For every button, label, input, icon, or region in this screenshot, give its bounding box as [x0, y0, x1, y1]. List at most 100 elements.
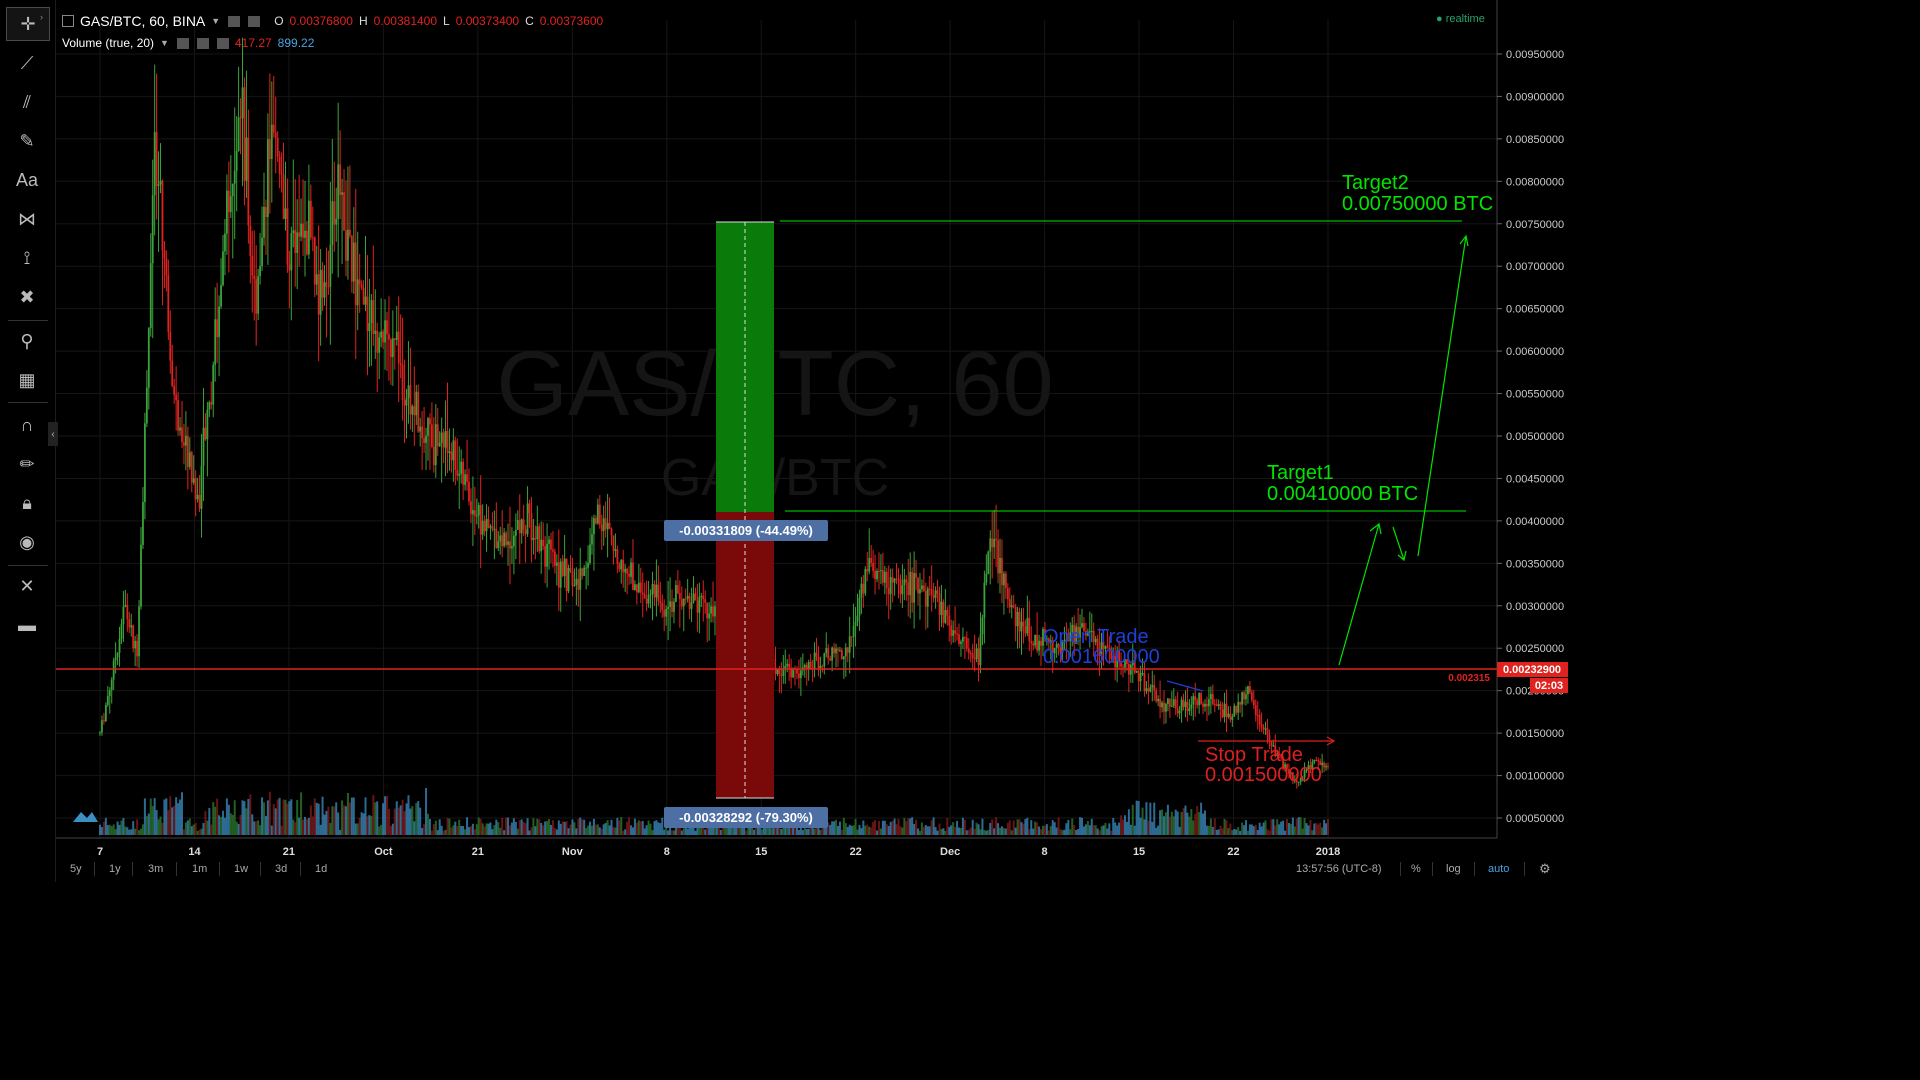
- candle-body: [989, 538, 992, 552]
- volume-bar: [862, 820, 865, 835]
- candle-body: [185, 435, 187, 446]
- price-chart[interactable]: GAS/BTC, 60 GAS/BTC -0.00331809 (-44.49%…: [0, 0, 1568, 882]
- volume-bar: [100, 827, 103, 835]
- volume-bar: [659, 823, 662, 835]
- collapse-legend-icon[interactable]: [62, 15, 74, 27]
- eye-toggle-icon[interactable]: [228, 15, 241, 27]
- volume-bar: [194, 823, 197, 835]
- volume-bar: [165, 798, 168, 835]
- candle-body: [815, 652, 818, 657]
- candle-body: [858, 597, 861, 616]
- pitchfork-icon[interactable]: ⫽: [22, 91, 32, 112]
- interval-3m[interactable]: 3m: [148, 863, 164, 875]
- candle-body: [1305, 769, 1308, 771]
- chevron-down-icon[interactable]: ▼: [160, 38, 169, 48]
- volume-bar: [163, 799, 166, 835]
- zoom-icon[interactable]: ⚲: [20, 330, 34, 351]
- candle-body: [497, 541, 500, 549]
- candle-body: [376, 330, 379, 353]
- interval-1d[interactable]: 1d: [315, 863, 328, 875]
- volume-bar: [1020, 822, 1023, 835]
- volume-bar: [1075, 829, 1078, 835]
- chevron-right-icon[interactable]: ›: [40, 12, 43, 22]
- candle-body: [928, 588, 931, 590]
- volume-bar: [950, 825, 953, 835]
- pattern-icon[interactable]: ⋈: [18, 208, 36, 229]
- auto-toggle[interactable]: auto: [1488, 863, 1510, 875]
- close-icon[interactable]: [216, 37, 229, 49]
- candle-body: [241, 87, 244, 119]
- settings-icon[interactable]: ⚙: [1539, 861, 1551, 876]
- remove-icon[interactable]: ✖: [19, 286, 35, 307]
- volume-bar: [577, 819, 580, 835]
- volume-bar: [721, 826, 724, 835]
- volume-bar: [323, 814, 326, 835]
- candle-body: [1167, 698, 1169, 704]
- volume-bar: [694, 830, 697, 835]
- brush-icon[interactable]: ✎: [19, 130, 35, 151]
- measure-icon[interactable]: ⟟: [23, 247, 31, 268]
- log-toggle[interactable]: log: [1446, 863, 1461, 875]
- chevron-down-icon[interactable]: ▼: [211, 16, 221, 26]
- candle-body: [1264, 728, 1267, 730]
- settings-icon[interactable]: ✕: [19, 575, 35, 596]
- volume-bar: [145, 816, 148, 835]
- text-icon[interactable]: Aa: [15, 169, 39, 190]
- volume-title[interactable]: Volume (true, 20): [62, 36, 155, 50]
- volume-bar: [239, 814, 242, 835]
- candle-body: [665, 608, 668, 617]
- countdown-badge: [1530, 678, 1568, 693]
- volume-bar: [290, 799, 293, 835]
- candle-body: [1315, 760, 1318, 762]
- line-value-label: 0.002315: [1448, 673, 1490, 684]
- interval-1y[interactable]: 1y: [109, 863, 121, 875]
- volume-bar: [1235, 829, 1238, 835]
- time-axis: 7 14 21 Oct 21 Nov 8 15 22 Dec 8 15 22 2018: [97, 846, 1340, 858]
- candle-body: [112, 660, 115, 680]
- volume-bar: [770, 828, 773, 835]
- volume-bar: [975, 822, 978, 835]
- volume-bar: [508, 825, 511, 835]
- volume-bar: [790, 821, 793, 835]
- volume-bar: [1204, 810, 1207, 835]
- candle-body: [325, 282, 328, 287]
- volume-bar: [997, 823, 1000, 835]
- settings-icon[interactable]: [248, 15, 261, 27]
- volume-bar: [1299, 817, 1302, 835]
- collapse-toolbar-icon[interactable]: ‹: [48, 422, 58, 446]
- settings-icon[interactable]: [196, 37, 209, 49]
- eye-toggle-icon[interactable]: [176, 37, 189, 49]
- volume-bar: [936, 830, 939, 835]
- interval-5y[interactable]: 5y: [70, 863, 82, 875]
- stop-arrow-head: [1326, 736, 1336, 746]
- candle-body: [206, 409, 209, 440]
- candle-body: [596, 504, 599, 524]
- volume-bar: [905, 821, 908, 835]
- crosshair-icon[interactable]: ✛: [6, 7, 50, 41]
- volume-bar: [1211, 826, 1214, 835]
- volume-bar: [897, 818, 900, 835]
- trend-line-icon[interactable]: ⟋: [20, 52, 34, 73]
- trash-icon[interactable]: ▬: [18, 614, 36, 635]
- lock-icon[interactable]: 🔒︎: [22, 492, 32, 513]
- candle-body: [657, 584, 660, 601]
- candle-body: [1247, 686, 1249, 695]
- ruler-icon[interactable]: ▦: [18, 369, 36, 390]
- eye-icon[interactable]: ◉: [19, 531, 35, 552]
- candle-body: [1192, 696, 1195, 705]
- volume-bar: [922, 826, 925, 835]
- symbol-title[interactable]: GAS/BTC, 60, BINA: [80, 13, 206, 29]
- candle-body: [565, 558, 568, 592]
- interval-1m[interactable]: 1m: [192, 863, 208, 875]
- volume-bar: [372, 795, 375, 835]
- pencil-lock-icon[interactable]: ✏: [19, 453, 35, 474]
- volume-bar: [1223, 818, 1226, 835]
- interval-3d[interactable]: 3d: [275, 863, 288, 875]
- volume-bar: [876, 830, 879, 835]
- volume-bar: [860, 828, 863, 835]
- candle-body: [436, 424, 439, 447]
- magnet-icon[interactable]: ∩: [20, 414, 34, 435]
- interval-1w[interactable]: 1w: [234, 863, 249, 875]
- percent-toggle[interactable]: %: [1411, 863, 1421, 875]
- volume-bar: [497, 822, 500, 835]
